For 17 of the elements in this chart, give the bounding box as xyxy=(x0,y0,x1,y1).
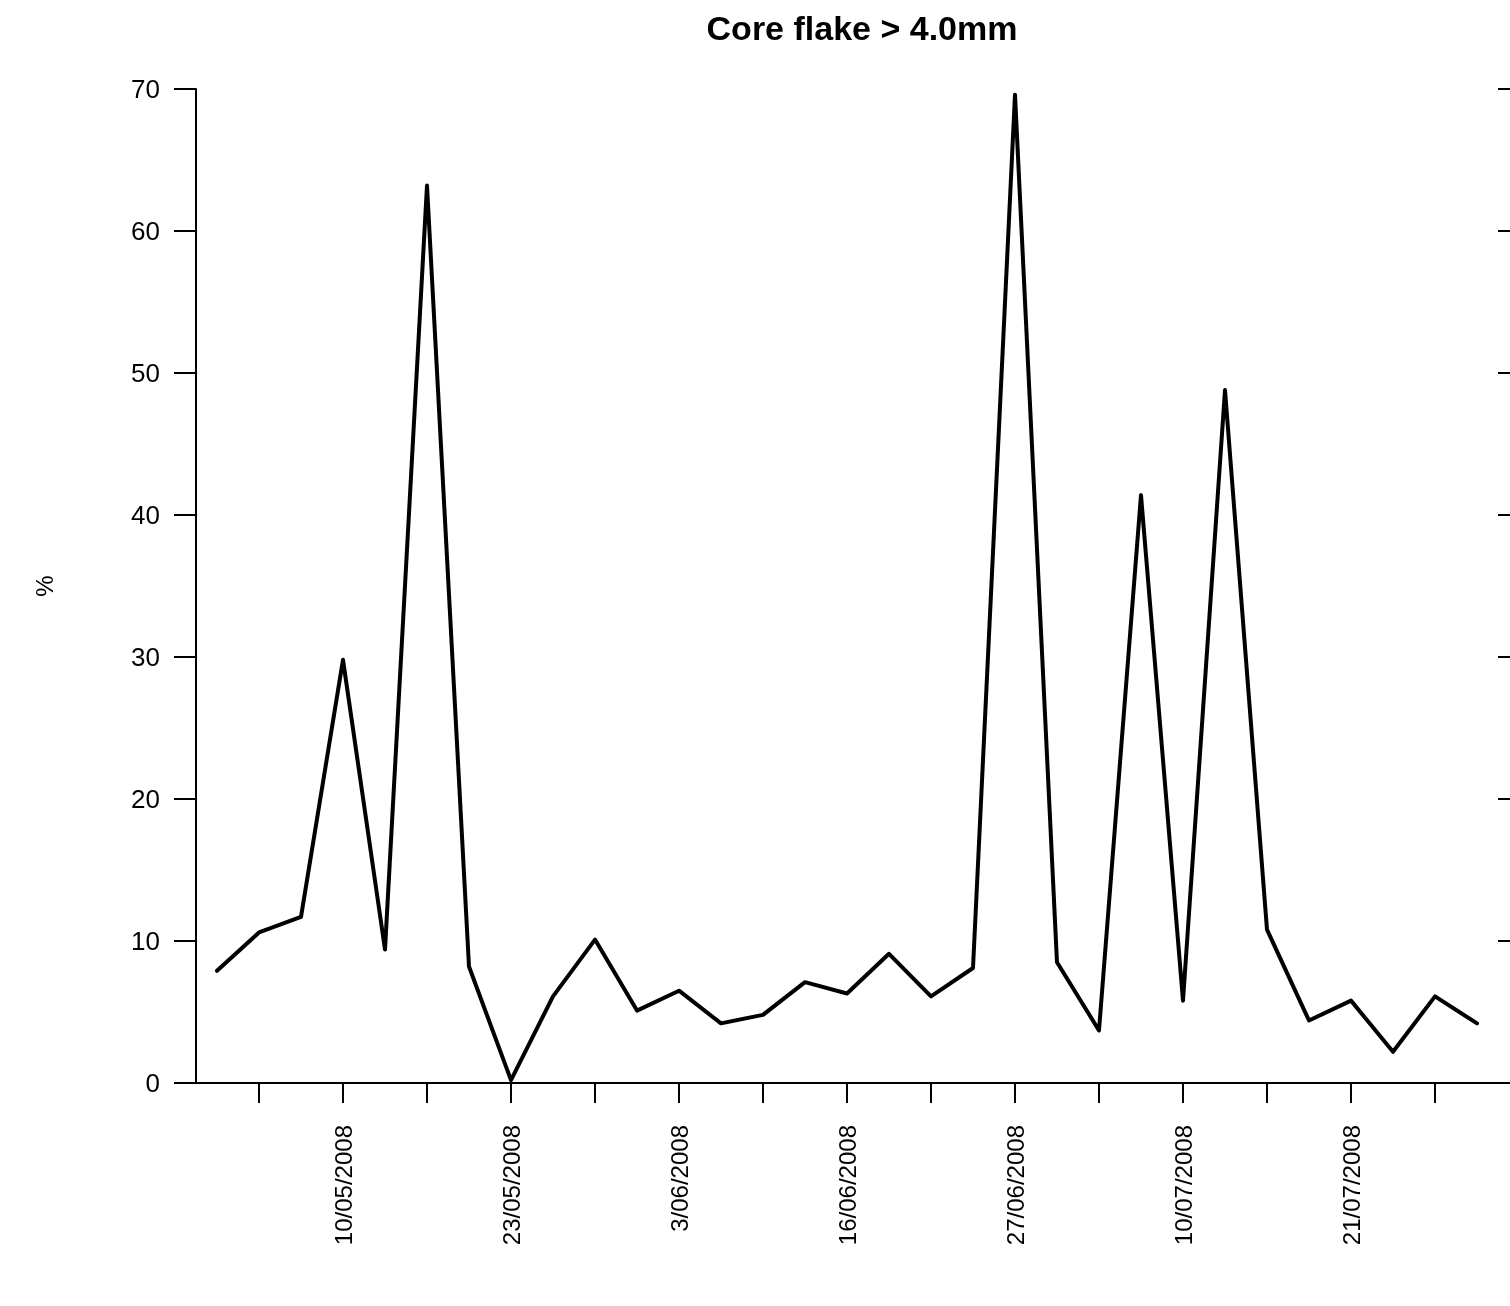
y-tick-label: 40 xyxy=(131,500,160,530)
y-tick-label: 70 xyxy=(131,74,160,104)
y-tick-label: 60 xyxy=(131,216,160,246)
x-tick-label: 10/07/2008 xyxy=(1169,1125,1197,1246)
y-tick-label: 0 xyxy=(145,1068,160,1098)
x-tick-label: 10/05/2008 xyxy=(329,1125,357,1246)
y-tick-label: 10 xyxy=(131,926,160,956)
x-tick-label: 21/07/2008 xyxy=(1337,1125,1365,1246)
x-tick-label: 23/05/2008 xyxy=(497,1125,525,1246)
y-tick-label: 20 xyxy=(131,784,160,814)
x-tick-label: 16/06/2008 xyxy=(833,1125,861,1246)
y-tick-label: 30 xyxy=(131,642,160,672)
y-axis-title: % xyxy=(30,575,58,597)
y-tick-label: 50 xyxy=(131,358,160,388)
x-tick-label: 27/06/2008 xyxy=(1001,1125,1029,1246)
x-tick-label: 3/06/2008 xyxy=(665,1125,693,1232)
chart-title: Core flake > 4.0mm xyxy=(706,9,1018,47)
